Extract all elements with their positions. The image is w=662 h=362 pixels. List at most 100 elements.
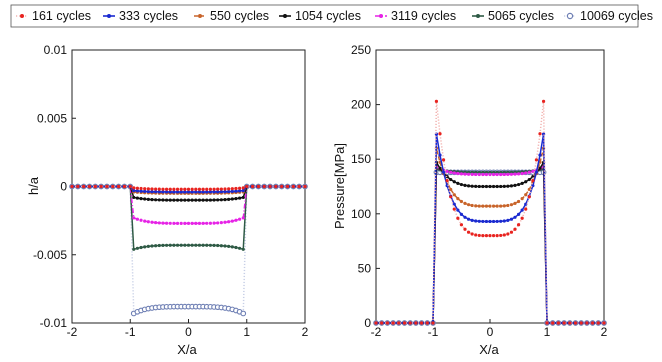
data-point: [374, 321, 378, 325]
data-point: [111, 184, 115, 189]
right-chart-xtick-label: 1: [544, 325, 551, 339]
data-point: [459, 182, 464, 187]
data-point: [161, 187, 165, 191]
data-point: [238, 186, 242, 190]
data-point: [408, 321, 412, 325]
series-line: [376, 168, 604, 324]
data-point: [506, 232, 510, 236]
data-point: [488, 219, 492, 224]
series-line: [376, 133, 604, 324]
legend-entry-4: 3119 cycles: [375, 9, 456, 23]
data-point: [274, 184, 278, 189]
data-point: [459, 172, 464, 176]
data-point: [445, 179, 449, 183]
data-point: [168, 243, 172, 247]
data-point: [463, 172, 467, 176]
data-point: [216, 187, 220, 191]
data-point: [208, 243, 213, 247]
data-point: [186, 187, 191, 191]
data-point: [499, 219, 503, 223]
legend-entry-1: 333 cycles: [103, 9, 178, 23]
data-point: [477, 204, 481, 208]
data-point: [197, 190, 202, 194]
data-point: [70, 184, 74, 189]
data-point: [139, 186, 143, 191]
data-point: [391, 321, 395, 325]
data-point: [420, 321, 424, 325]
data-point: [524, 171, 528, 175]
data-point: [459, 199, 464, 204]
left-chart-series-161-cycles: [70, 184, 307, 191]
legend-box: [10, 4, 639, 28]
data-point: [186, 198, 191, 202]
data-point: [527, 187, 531, 192]
data-point: [531, 179, 535, 183]
data-point: [190, 198, 194, 202]
data-point: [172, 243, 176, 247]
data-point: [491, 184, 496, 189]
data-point: [470, 184, 474, 188]
data-point: [516, 172, 521, 176]
data-point: [499, 204, 503, 208]
data-point: [194, 221, 198, 225]
data-point: [534, 158, 539, 162]
data-point: [186, 221, 191, 225]
data-point: [223, 190, 227, 194]
left-chart-xtick-label: 1: [243, 325, 250, 339]
data-point: [205, 243, 209, 247]
data-point: [132, 216, 136, 220]
data-point: [132, 188, 136, 193]
data-point: [168, 190, 172, 194]
data-point: [470, 203, 474, 208]
data-point: [234, 189, 238, 193]
left-chart-ytick-label: 0.01: [44, 43, 68, 57]
data-point: [256, 184, 260, 189]
data-point: [474, 204, 478, 208]
right-chart-series-3119-cycles: [374, 165, 606, 325]
data-point: [524, 202, 528, 206]
right-chart-xtick-label: 2: [601, 325, 608, 339]
right-chart-ylabel: Pressure[MPa]: [332, 143, 347, 229]
data-point: [241, 216, 245, 220]
data-point: [456, 181, 460, 185]
data-point: [135, 246, 139, 250]
data-point: [175, 190, 180, 194]
data-point: [168, 198, 172, 202]
data-point: [168, 221, 172, 225]
data-point: [488, 184, 492, 189]
data-point: [491, 204, 496, 208]
left-chart-ytick-label: -0.005: [33, 248, 67, 262]
data-point: [208, 221, 213, 225]
legend: 161 cycles 333 cycles 550 cycles 1054 cycle…: [10, 4, 653, 28]
data-point: [205, 221, 209, 225]
data-point: [175, 198, 180, 202]
data-point: [585, 321, 589, 325]
data-point: [556, 321, 561, 325]
data-point: [183, 243, 187, 247]
data-point: [527, 170, 531, 174]
data-point: [164, 243, 169, 247]
data-point: [93, 184, 97, 189]
data-point: [545, 321, 549, 325]
data-point: [466, 217, 471, 221]
data-point: [212, 243, 216, 247]
legend-label: 161 cycles: [32, 9, 91, 23]
data-point: [425, 321, 429, 325]
data-point: [495, 233, 499, 238]
data-point: [82, 184, 86, 189]
legend-marker: [20, 14, 24, 18]
data-point: [499, 172, 503, 177]
data-point: [219, 187, 223, 191]
data-point: [201, 221, 205, 225]
data-point: [87, 184, 92, 189]
data-point: [99, 184, 103, 189]
data-point: [402, 321, 407, 325]
data-point: [234, 186, 238, 191]
data-point: [230, 189, 234, 194]
data-point: [502, 172, 506, 177]
data-point: [438, 153, 442, 157]
data-point: [495, 204, 499, 208]
data-point: [205, 190, 209, 194]
data-point: [516, 223, 521, 227]
data-point: [241, 247, 245, 251]
